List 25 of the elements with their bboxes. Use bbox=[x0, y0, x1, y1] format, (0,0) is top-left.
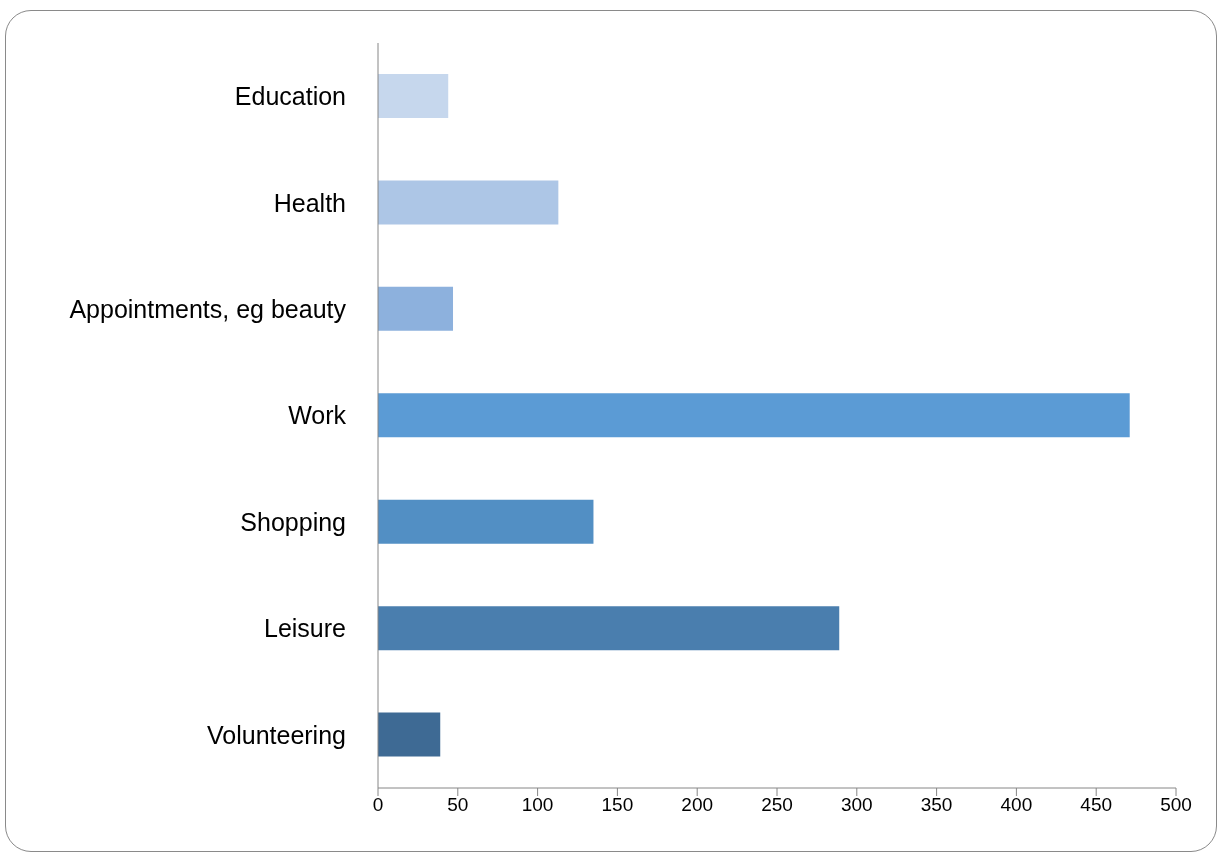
x-tick-label: 250 bbox=[761, 794, 793, 816]
bar bbox=[378, 180, 559, 225]
bar bbox=[378, 74, 449, 118]
bar bbox=[378, 393, 1130, 438]
y-tick-label: Appointments, eg beauty bbox=[69, 294, 347, 323]
x-tick-label: 450 bbox=[1080, 794, 1113, 816]
y-tick-label: Volunteering bbox=[206, 720, 346, 749]
y-tick-label: Work bbox=[288, 401, 347, 430]
y-tick-label: Shopping bbox=[240, 507, 346, 536]
x-tick-label: 300 bbox=[840, 794, 873, 816]
y-tick-label: Leisure bbox=[264, 614, 346, 643]
x-tick-label: 400 bbox=[1000, 794, 1033, 816]
bar bbox=[378, 712, 441, 757]
x-tick-label: 100 bbox=[521, 794, 554, 816]
x-tick-label: 150 bbox=[601, 794, 634, 816]
bar bbox=[378, 499, 594, 544]
x-tick-label: 350 bbox=[920, 794, 953, 816]
bar bbox=[378, 606, 840, 651]
y-tick-label: Health bbox=[273, 188, 346, 217]
bar bbox=[378, 286, 454, 331]
y-tick-label: Education bbox=[234, 82, 346, 111]
x-tick-label: 200 bbox=[681, 794, 714, 816]
x-tick-label: 0 bbox=[372, 794, 384, 816]
x-tick-label: 500 bbox=[1160, 794, 1192, 816]
x-tick-label: 50 bbox=[447, 794, 469, 816]
